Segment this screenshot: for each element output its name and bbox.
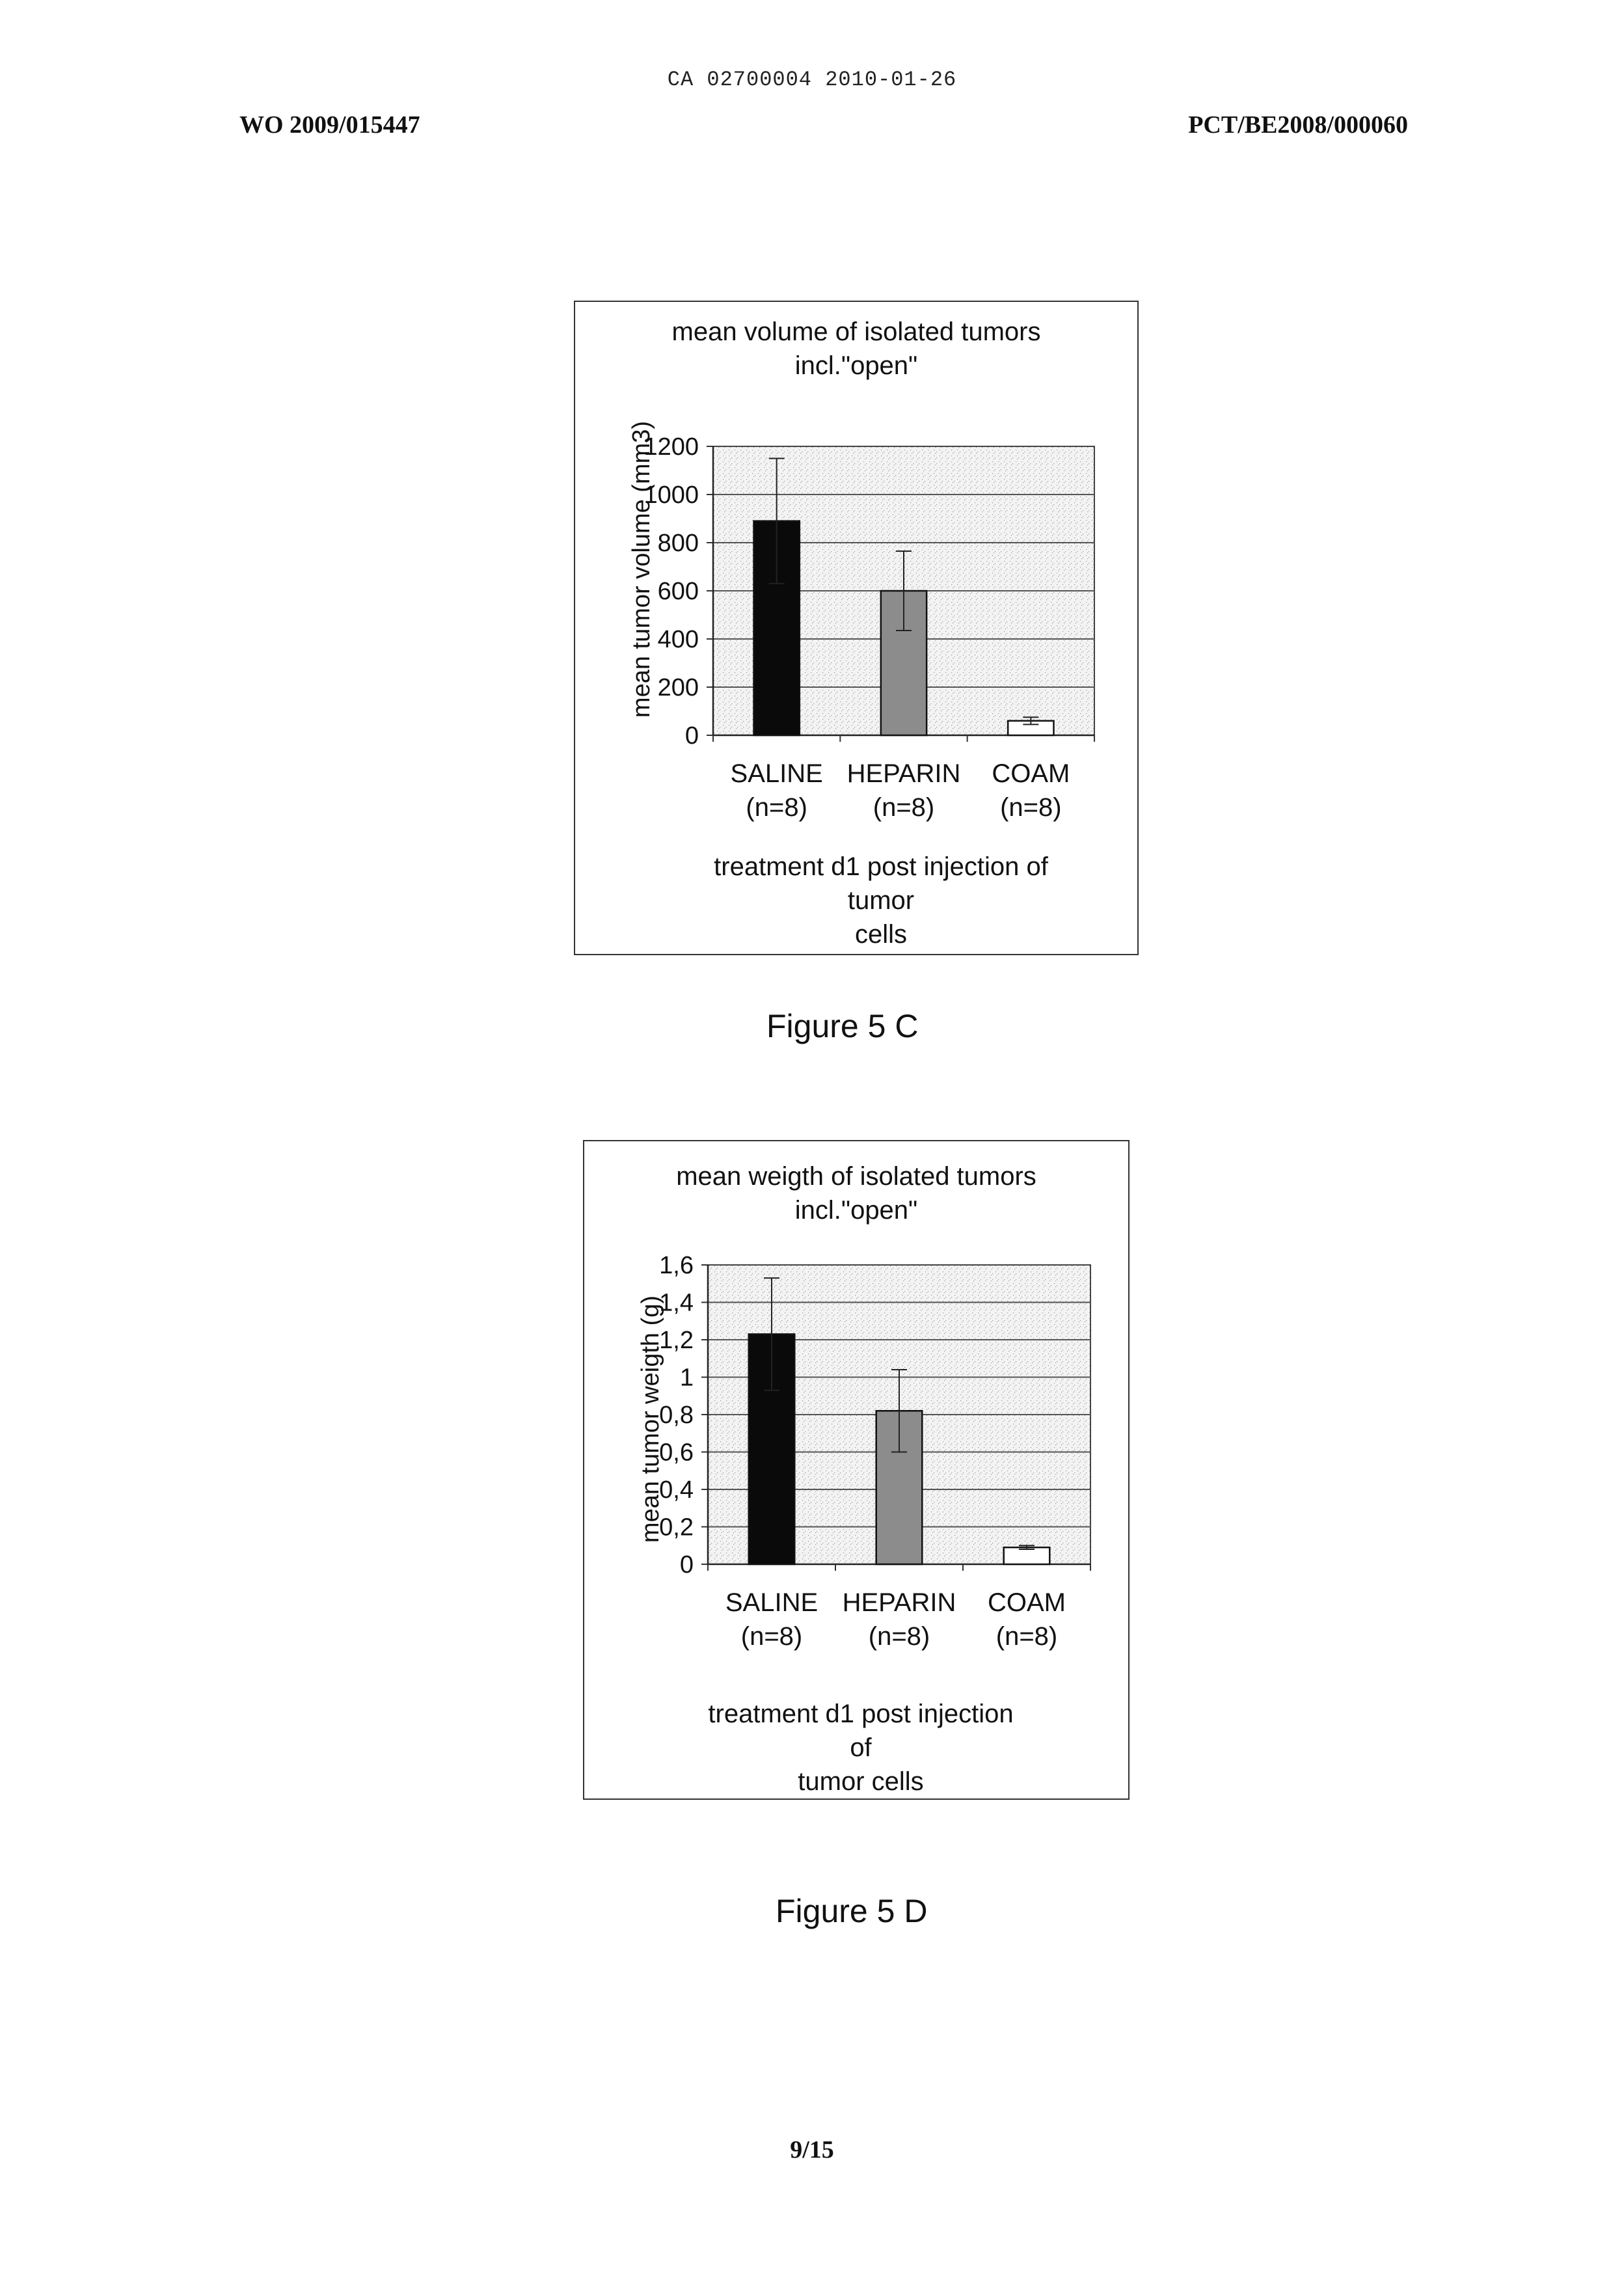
chart-5d-category-label: COAM [988,1588,1066,1617]
chart-5c-frame: mean volume of isolated tumors incl."ope… [574,301,1139,955]
figure-5d-caption: Figure 5 D [776,1892,927,1930]
page-number: 9/15 [0,2136,1624,2164]
chart-5c-y-tick-label: 0 [685,722,699,750]
chart-5c-category-sublabel: (n=8) [873,793,935,822]
chart-5d-y-tick-label: 0,4 [659,1476,694,1504]
chart-5d-y-tick-label: 0,2 [659,1514,694,1541]
chart-5c-y-tick-label: 400 [658,626,699,653]
chart-5d-bar-coam [1004,1547,1050,1564]
chart-5c-category-label: SALINE [731,759,823,788]
chart-5d-category-label: SALINE [725,1588,818,1617]
chart-5d-category-label: HEPARIN [843,1588,956,1617]
chart-5c-category-label: COAM [992,759,1070,788]
office-stamp: CA 02700004 2010-01-26 [0,68,1624,92]
chart-5d-category-sublabel: (n=8) [996,1622,1058,1651]
chart-5d-y-tick-label: 0 [680,1551,694,1579]
chart-5d-y-tick-label: 0,8 [659,1402,694,1429]
figure-5c-caption: Figure 5 C [766,1007,918,1045]
chart-5d-y-tick-label: 1,6 [659,1252,694,1279]
chart-5d-y-tick-label: 1,2 [659,1327,694,1354]
chart-5c-y-tick-label: 1000 [643,482,699,509]
publication-number: WO 2009/015447 [239,111,420,139]
chart-5c-category-sublabel: (n=8) [1000,793,1062,822]
chart-5c-category-label: HEPARIN [847,759,961,788]
chart-5c-y-tick-label: 1200 [643,433,699,461]
application-number: PCT/BE2008/000060 [1188,111,1408,139]
chart-5d-y-tick-label: 1 [680,1364,694,1392]
chart-5d-x-axis-title-line1: treatment d1 post injection of [708,1697,1014,1765]
chart-5d-x-axis-title-line2: tumor cells [708,1765,1014,1798]
chart-5d-y-tick-label: 1,4 [659,1290,694,1317]
chart-5d-category-sublabel: (n=8) [741,1622,803,1651]
chart-5c-x-axis-title-line1: treatment d1 post injection of tumor [686,850,1076,917]
chart-5d-y-tick-label: 0,6 [659,1439,694,1467]
chart-5c-category-sublabel: (n=8) [746,793,807,822]
chart-5c-y-tick-label: 600 [658,578,699,605]
chart-5c-x-axis-title-line2: cells [686,917,1076,951]
chart-5d-frame: mean weigth of isolated tumors incl."ope… [583,1140,1130,1800]
chart-5c-x-axis-title: treatment d1 post injection of tumor cel… [686,850,1076,951]
chart-5c-y-tick-label: 200 [658,674,699,701]
chart-5d-category-sublabel: (n=8) [869,1622,930,1651]
chart-5d-x-axis-title: treatment d1 post injection of tumor cel… [708,1697,1014,1798]
chart-5c-y-tick-label: 800 [658,530,699,557]
